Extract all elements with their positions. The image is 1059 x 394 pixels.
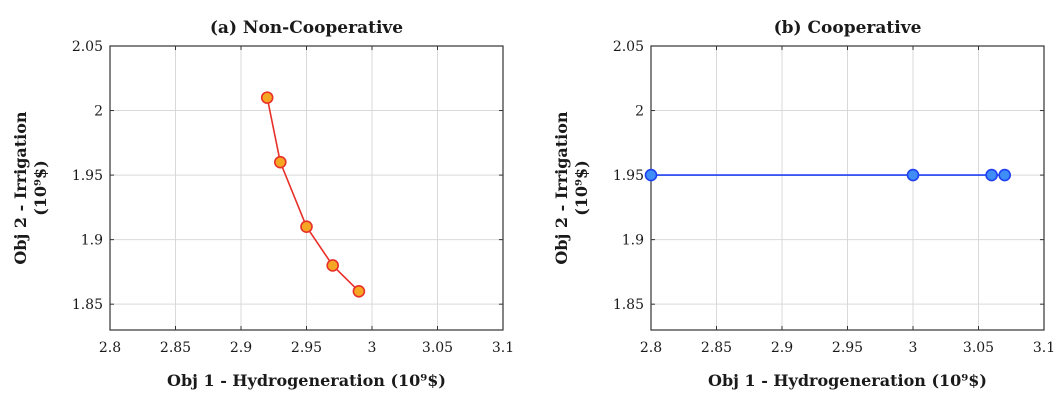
plot-a: 2.8 2.85 2.9 2.95 3 3.05 3.1 1.85 1.9 1.95 2 2.05 (a… <box>11 18 514 390</box>
y-tick-label: 1.9 <box>81 233 103 249</box>
data-point <box>275 157 286 168</box>
y-tick-label: 2.05 <box>613 39 644 55</box>
data-point <box>353 286 364 297</box>
y-axis-unit-label: (10⁹$) <box>572 160 591 216</box>
data-point <box>986 170 997 181</box>
y-tick-label: 1.85 <box>613 297 644 313</box>
x-axis-label: Obj 1 - Hydrogeneration (10⁹$) <box>167 371 446 390</box>
data-point <box>327 260 338 271</box>
x-tick-label: 3.05 <box>963 340 994 356</box>
chart-title: (a) Non-Cooperative <box>210 18 403 38</box>
data-point <box>646 170 657 181</box>
x-tick-label: 2.8 <box>99 340 121 356</box>
x-tick-label: 3 <box>368 340 377 356</box>
y-tick-label: 2 <box>94 104 103 120</box>
y-tick-label: 2.05 <box>72 39 103 55</box>
data-point <box>262 92 273 103</box>
x-tick-label: 3.1 <box>492 340 514 356</box>
x-axis-label: Obj 1 - Hydrogeneration (10⁹$) <box>708 371 987 390</box>
y-tick-label: 1.85 <box>72 297 103 313</box>
x-tick-label: 2.95 <box>832 340 863 356</box>
x-tick-label: 2.95 <box>291 340 322 356</box>
y-axis-unit-label: (10⁹$) <box>31 160 50 216</box>
x-tick-label: 3.05 <box>422 340 453 356</box>
y-tick-label: 2 <box>635 104 644 120</box>
y-tick-label: 1.95 <box>613 168 644 184</box>
x-tick-label: 2.8 <box>640 340 662 356</box>
data-point <box>301 221 312 232</box>
data-point <box>999 170 1010 181</box>
x-tick-label: 2.9 <box>771 340 793 356</box>
chart-title: (b) Cooperative <box>774 18 922 38</box>
x-tick-label: 2.85 <box>701 340 732 356</box>
x-tick-label: 2.9 <box>230 340 252 356</box>
y-tick-label: 1.9 <box>622 233 644 249</box>
plot-b: 2.8 2.85 2.9 2.95 3 3.05 3.1 1.85 1.9 1.95 2 2.05 (b… <box>552 18 1055 390</box>
series-line <box>267 98 359 292</box>
y-axis-label: Obj 2 - Irrigation <box>552 111 571 265</box>
y-tick-label: 1.95 <box>72 168 103 184</box>
y-axis-label: Obj 2 - Irrigation <box>11 111 30 265</box>
x-tick-label: 2.85 <box>160 340 191 356</box>
x-tick-label: 3.1 <box>1033 340 1055 356</box>
data-point <box>908 170 919 181</box>
x-tick-label: 3 <box>909 340 918 356</box>
